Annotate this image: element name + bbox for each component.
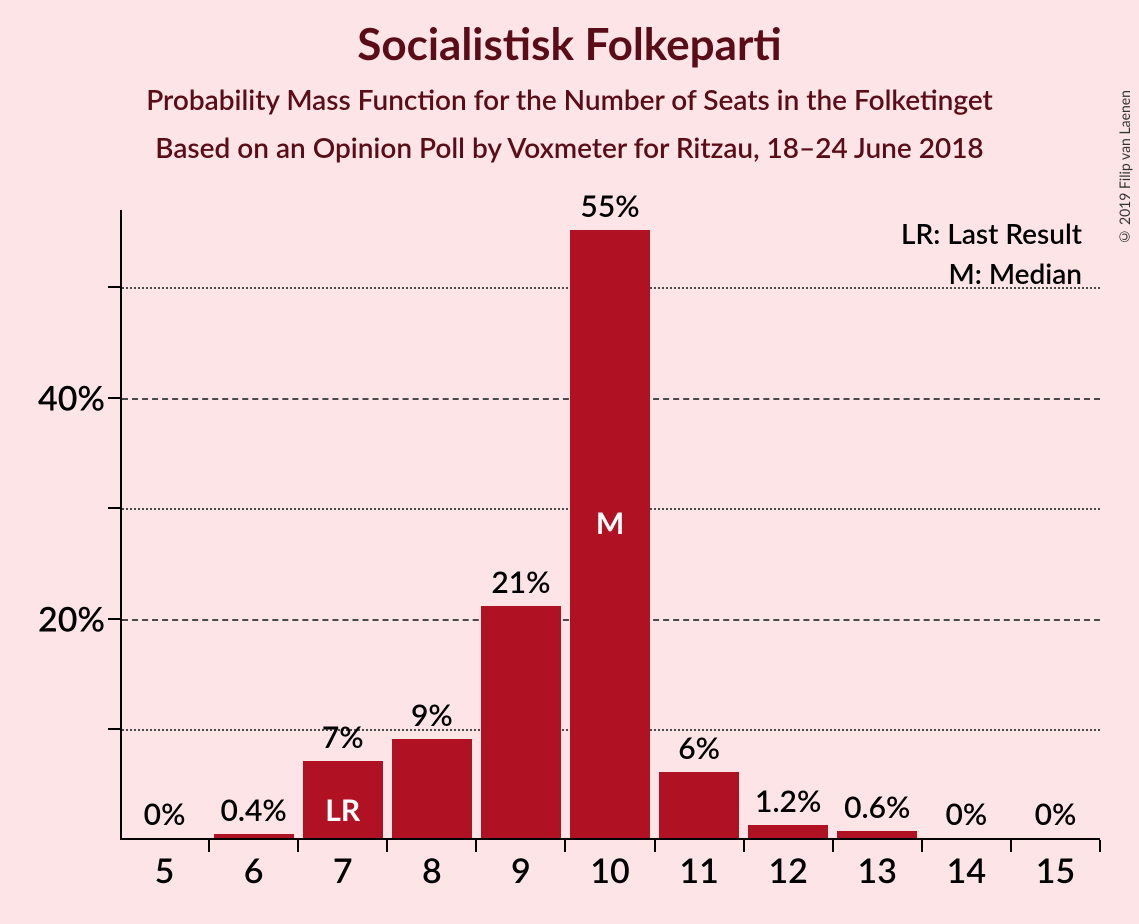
bar-inner-text: LR <box>325 792 360 828</box>
bar-inner-text: M <box>596 505 624 541</box>
x-axis-label: 11 <box>679 850 718 891</box>
bar-value-label: 0.6% <box>844 789 910 825</box>
bar-value-label: 0% <box>144 796 186 832</box>
x-axis-label: 9 <box>511 850 531 891</box>
y-axis-label: 40% <box>38 377 105 418</box>
bar-value-label: 0.4% <box>221 792 287 828</box>
chart-title: Socialistisk Folkeparti <box>0 0 1139 70</box>
y-tick <box>108 286 120 288</box>
bar-value-label: 0% <box>1035 796 1077 832</box>
bar-value-label: 1.2% <box>755 783 821 819</box>
y-tick <box>108 507 120 509</box>
x-axis-label: 8 <box>422 850 442 891</box>
x-tick <box>1099 840 1101 852</box>
bar-value-label: 9% <box>411 697 453 733</box>
bar-value-label: 55% <box>580 188 639 224</box>
x-axis-label: 7 <box>333 850 353 891</box>
legend: LR: Last Result M: Median <box>901 216 1082 296</box>
x-tick <box>832 840 834 852</box>
x-tick <box>386 840 388 852</box>
y-axis <box>120 210 122 840</box>
x-tick <box>297 840 299 852</box>
bar-value-label: 7% <box>322 719 364 755</box>
plot-area: LR: Last Result M: Median 20%40%0%50.4%6… <box>120 210 1100 840</box>
x-tick <box>208 840 210 852</box>
bar <box>392 739 472 838</box>
x-axis-label: 13 <box>858 850 897 891</box>
copyright-text: © 2019 Filip van Laenen <box>1116 90 1133 246</box>
bar <box>481 606 561 838</box>
bar <box>748 825 828 838</box>
x-tick <box>743 840 745 852</box>
x-axis-label: 12 <box>768 850 807 891</box>
chart-subtitle-1: Probability Mass Function for the Number… <box>0 82 1139 116</box>
y-axis-label: 20% <box>38 598 105 639</box>
x-tick <box>1010 840 1012 852</box>
x-axis <box>120 838 1100 840</box>
bar-value-label: 6% <box>678 730 720 766</box>
x-tick <box>921 840 923 852</box>
x-tick <box>475 840 477 852</box>
x-axis-label: 6 <box>244 850 264 891</box>
y-tick <box>108 397 120 399</box>
x-axis-label: 10 <box>590 850 629 891</box>
bar <box>659 772 739 838</box>
legend-lr: LR: Last Result <box>901 216 1082 250</box>
bar <box>214 834 294 838</box>
bar-value-label: 0% <box>945 796 987 832</box>
chart-container: Socialistisk Folkeparti Probability Mass… <box>0 0 1139 924</box>
y-tick <box>108 618 120 620</box>
bar-value-label: 21% <box>491 564 550 600</box>
x-tick <box>564 840 566 852</box>
x-axis-label: 15 <box>1036 850 1075 891</box>
x-axis-label: 14 <box>947 850 986 891</box>
x-axis-label: 5 <box>155 850 175 891</box>
bar <box>837 831 917 838</box>
legend-m: M: Median <box>901 256 1082 290</box>
y-tick <box>108 728 120 730</box>
x-tick <box>654 840 656 852</box>
chart-subtitle-2: Based on an Opinion Poll by Voxmeter for… <box>0 130 1139 164</box>
